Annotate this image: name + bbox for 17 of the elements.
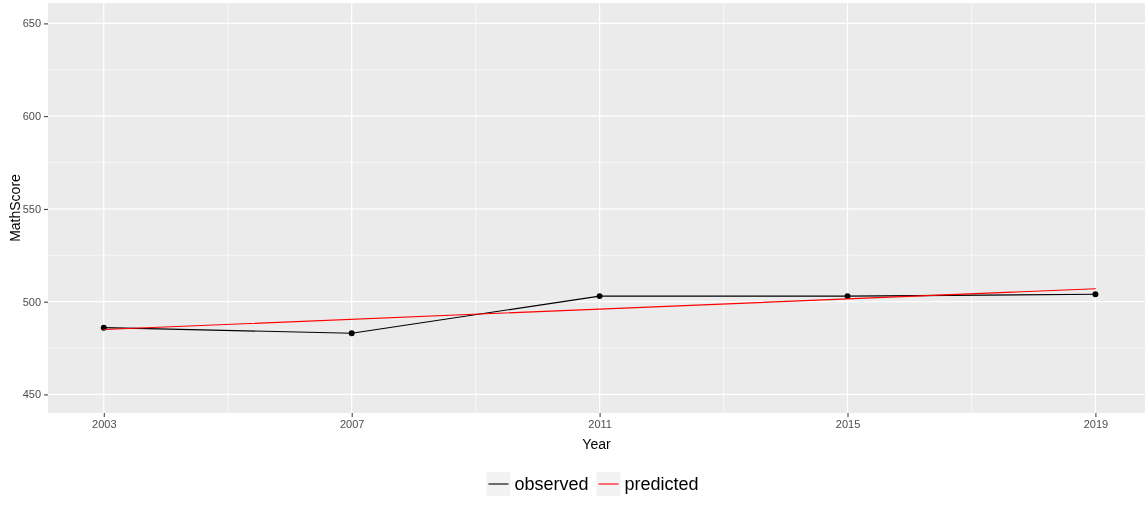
x-tick-label: 2007 [339, 417, 365, 430]
x-tick-label: 2015 [835, 417, 861, 430]
y-axis-title: MathScore [7, 173, 23, 242]
point [596, 293, 603, 300]
legend-label: predicted [624, 474, 699, 494]
y-tick-label: 550 [22, 202, 41, 215]
x-axis-title: Year [582, 436, 611, 452]
x-tick-label: 2003 [92, 417, 117, 430]
y-tick-label: 500 [22, 295, 41, 308]
y-tick-label: 450 [22, 388, 41, 401]
point [348, 330, 355, 337]
y-tick-label: 600 [22, 110, 41, 123]
x-tick-label: 2011 [588, 417, 612, 430]
legend-label: observed [514, 474, 589, 494]
point [1092, 291, 1099, 298]
x-tick-label: 2019 [1083, 417, 1109, 430]
y-tick-label: 650 [22, 17, 41, 30]
